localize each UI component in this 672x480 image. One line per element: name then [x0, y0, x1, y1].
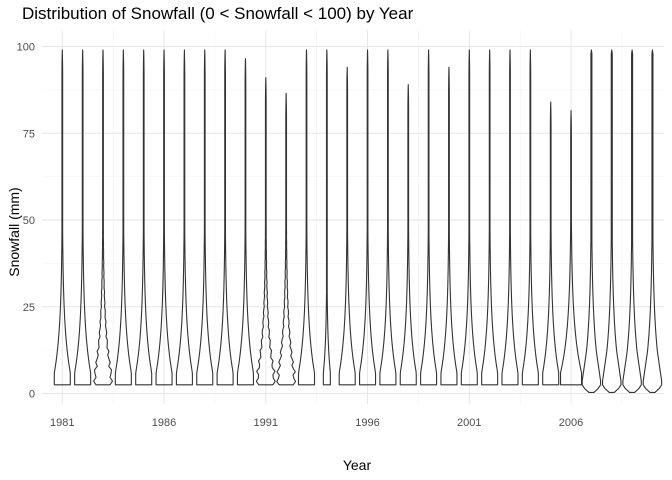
y-tick-label: 25 [23, 302, 35, 314]
chart-title: Distribution of Snowfall (0 < Snowfall <… [22, 4, 414, 23]
violin-2005 [542, 101, 560, 386]
violin-1986 [155, 49, 173, 386]
tick-labels: 0 25 50 75 100 1981 1986 1991 1996 2001 2006 [17, 42, 584, 430]
violin-2010 [642, 49, 663, 394]
violin-1991 [255, 77, 276, 386]
y-axis-label: Snowfall (mm) [6, 187, 22, 276]
y-tick-label: 0 [29, 389, 35, 401]
x-axis-label: Year [343, 457, 372, 473]
x-tick-label: 2001 [457, 417, 481, 429]
violin-1982 [74, 49, 92, 386]
x-tick-label: 1986 [152, 417, 176, 429]
violin-2006 [560, 110, 583, 386]
violin-2008 [601, 49, 622, 394]
violin-2004 [521, 49, 539, 386]
violin-2007 [581, 49, 602, 394]
y-tick-label: 50 [23, 215, 35, 227]
violin-2000 [440, 66, 458, 386]
violin-1984 [114, 49, 132, 386]
x-tick-label: 1991 [254, 417, 278, 429]
violin-1983 [93, 49, 113, 386]
y-tick-label: 100 [17, 42, 35, 54]
violin-1993 [297, 49, 316, 386]
violin-2009 [622, 49, 642, 394]
violin-2001 [460, 49, 478, 386]
violin-2002 [481, 49, 499, 386]
x-tick-label: 2006 [559, 417, 583, 429]
violin-1999 [420, 49, 438, 386]
violin-1990 [236, 58, 254, 386]
y-tick-label: 75 [23, 128, 35, 140]
violin-1997 [379, 49, 397, 386]
violin-1996 [359, 49, 377, 386]
violin-1994 [322, 49, 331, 386]
violin-1981 [53, 49, 71, 386]
violin-1989 [216, 49, 234, 386]
violin-layer [53, 49, 663, 394]
violin-1985 [135, 49, 153, 386]
violin-2003 [501, 49, 519, 386]
violin-1988 [196, 49, 214, 386]
violin-1987 [175, 49, 193, 386]
violin-1998 [399, 84, 417, 386]
x-tick-label: 1996 [355, 417, 379, 429]
x-tick-label: 1981 [50, 417, 74, 429]
violin-1995 [338, 66, 356, 386]
violin-1992 [276, 92, 297, 386]
